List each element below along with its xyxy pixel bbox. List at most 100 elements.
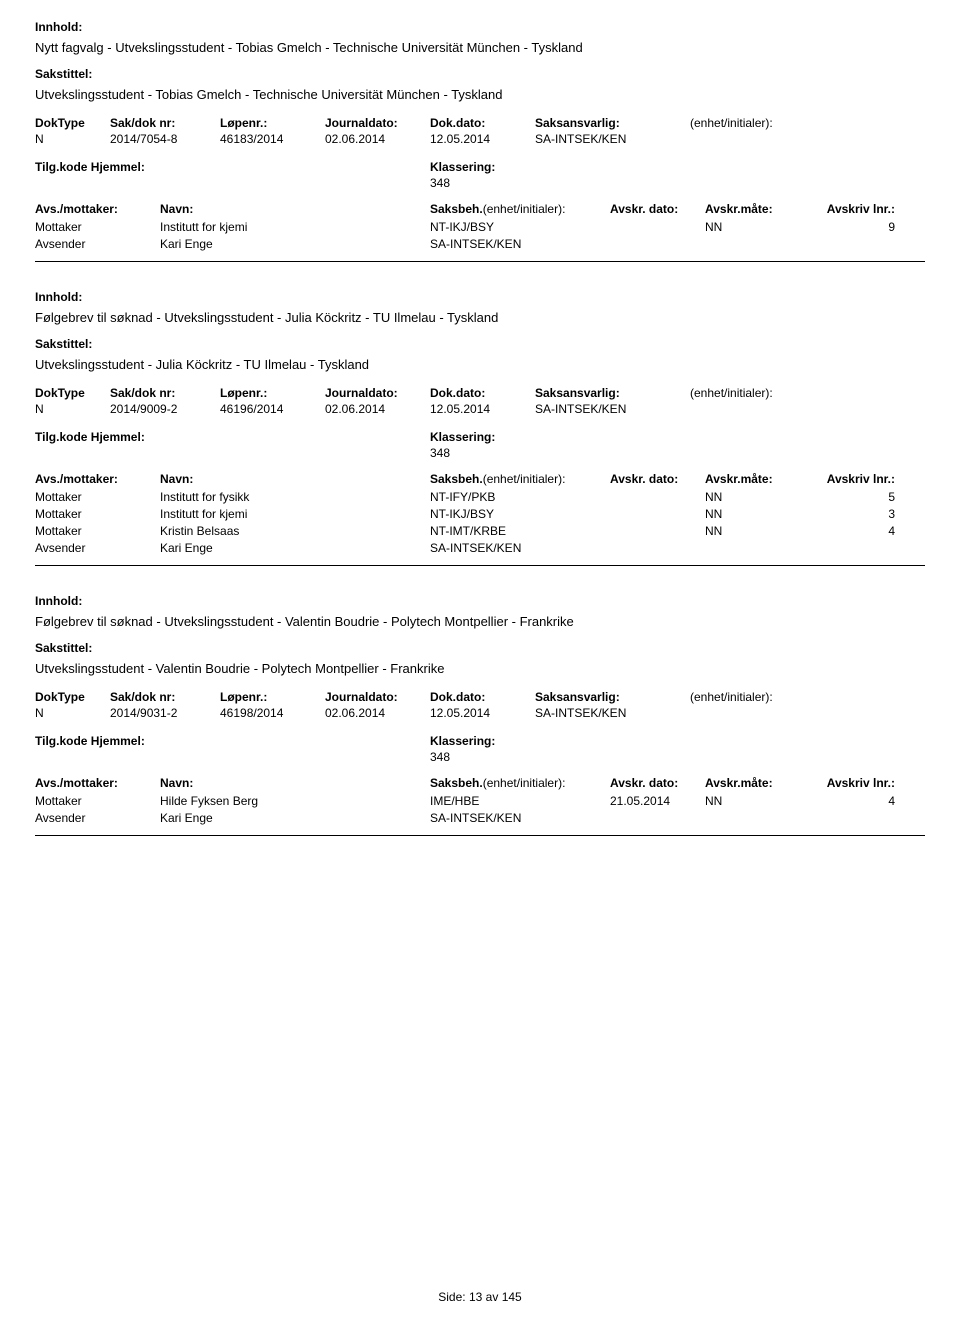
total-pages: 145	[502, 1290, 522, 1304]
doktype-value: N	[35, 706, 110, 720]
party-navn: Hilde Fyksen Berg	[160, 794, 430, 808]
party-avskrlnr: 4	[800, 524, 895, 538]
party-avskrmate	[705, 541, 800, 555]
party-avskrmate: NN	[705, 794, 800, 808]
party-saksbeh: NT-IKJ/BSY	[430, 220, 610, 234]
enhet-label: (enhet/initialer):	[690, 116, 870, 130]
saksbeh-label: Saksbeh.(enhet/initialer):	[430, 202, 610, 216]
innhold-label: Innhold:	[35, 20, 925, 34]
party-avskrmate: NN	[705, 220, 800, 234]
saksbeh-word: Saksbeh.	[430, 776, 483, 790]
doktype-value: N	[35, 402, 110, 416]
party-navn: Institutt for kjemi	[160, 507, 430, 521]
party-role: Avsender	[35, 541, 160, 555]
party-navn: Kristin Belsaas	[160, 524, 430, 538]
journaldato-label: Journaldato:	[325, 386, 430, 400]
doktype-label: DokType	[35, 690, 110, 704]
record-divider	[35, 261, 925, 262]
saksbeh-enhet: (enhet/initialer):	[483, 202, 566, 216]
sakdoknr-value: 2014/9031-2	[110, 706, 220, 720]
avsmottaker-label: Avs./mottaker:	[35, 776, 160, 790]
hjemmel-label: Hjemmel:	[91, 734, 145, 748]
party-saksbeh: SA-INTSEK/KEN	[430, 541, 610, 555]
avs-header-row: Avs./mottaker:Navn:Saksbeh.(enhet/initia…	[35, 202, 925, 216]
klassering-value: 348	[430, 176, 925, 190]
navn-label: Navn:	[160, 472, 430, 486]
side-label: Side:	[438, 1290, 465, 1304]
party-row: AvsenderKari EngeSA-INTSEK/KEN	[35, 237, 925, 251]
doktype-label: DokType	[35, 386, 110, 400]
avskrmate-label: Avskr.måte:	[705, 472, 800, 486]
saksansvarlig-value: SA-INTSEK/KEN	[535, 706, 690, 720]
saksbeh-label: Saksbeh.(enhet/initialer):	[430, 472, 610, 486]
record: Innhold:Følgebrev til søknad - Utvekslin…	[35, 290, 925, 566]
record: Innhold:Følgebrev til søknad - Utvekslin…	[35, 594, 925, 836]
party-navn: Kari Enge	[160, 237, 430, 251]
tilgkode-label: Tilg.kode	[35, 430, 91, 444]
sakdoknr-label: Sak/dok nr:	[110, 690, 220, 704]
record: Innhold: Nytt fagvalg - Utvekslingsstuden…	[35, 20, 925, 262]
dokdato-label: Dok.dato:	[430, 690, 535, 704]
party-navn: Institutt for kjemi	[160, 220, 430, 234]
saksansvarlig-value: SA-INTSEK/KEN	[535, 132, 690, 146]
meta-value-row: N2014/9031-246198/201402.06.201412.05.20…	[35, 706, 925, 720]
party-avskrmate: NN	[705, 524, 800, 538]
avskrivlnr-label: Avskriv lnr.:	[800, 776, 895, 790]
avs-header-row: Avs./mottaker:Navn:Saksbeh.(enhet/initia…	[35, 472, 925, 486]
innhold-text: Følgebrev til søknad - Utvekslingsstuden…	[35, 310, 925, 325]
journaldato-value: 02.06.2014	[325, 706, 430, 720]
party-avskrlnr: 9	[800, 220, 895, 234]
party-avskrlnr	[800, 811, 895, 825]
enhet-label: (enhet/initialer):	[690, 386, 870, 400]
meta-value-row: N2014/9009-246196/201402.06.201412.05.20…	[35, 402, 925, 416]
party-navn: Kari Enge	[160, 811, 430, 825]
dokdato-value: 12.05.2014	[430, 402, 535, 416]
party-avskrdato	[610, 490, 705, 504]
avskrdato-label: Avskr. dato:	[610, 776, 705, 790]
saksansvarlig-value: SA-INTSEK/KEN	[535, 402, 690, 416]
tilgkode-label: Tilg.kode	[35, 160, 91, 174]
party-row: AvsenderKari EngeSA-INTSEK/KEN	[35, 541, 925, 555]
saksbeh-label: Saksbeh.(enhet/initialer):	[430, 776, 610, 790]
meta-value-row: N2014/7054-846183/201402.06.201412.05.20…	[35, 132, 925, 146]
party-avskrdato	[610, 524, 705, 538]
journaldato-value: 02.06.2014	[325, 402, 430, 416]
party-role: Mottaker	[35, 490, 160, 504]
party-avskrdato	[610, 220, 705, 234]
sakdoknr-label: Sak/dok nr:	[110, 386, 220, 400]
party-avskrmate	[705, 811, 800, 825]
avskrdato-label: Avskr. dato:	[610, 202, 705, 216]
sakstittel-text: Utvekslingsstudent - Tobias Gmelch - Tec…	[35, 87, 925, 102]
party-role: Avsender	[35, 811, 160, 825]
party-avskrlnr: 4	[800, 794, 895, 808]
party-saksbeh: NT-IKJ/BSY	[430, 507, 610, 521]
tilg-hjemmel-label: Tilg.kode Hjemmel:	[35, 160, 430, 174]
party-avskrdato: 21.05.2014	[610, 794, 705, 808]
page-footer: Side: 13 av 145	[35, 1290, 925, 1304]
avskrivlnr-label: Avskriv lnr.:	[800, 472, 895, 486]
saksbeh-word: Saksbeh.	[430, 472, 483, 486]
klassering-value: 348	[430, 446, 925, 460]
party-avskrmate: NN	[705, 507, 800, 521]
tilg-row: Tilg.kode Hjemmel:Klassering:	[35, 734, 925, 748]
av-label: av	[486, 1290, 499, 1304]
meta-header-row: DokTypeSak/dok nr:Løpenr.:Journaldato:Do…	[35, 116, 925, 130]
party-saksbeh: SA-INTSEK/KEN	[430, 811, 610, 825]
hjemmel-label: Hjemmel:	[91, 430, 145, 444]
enhet-label: (enhet/initialer):	[690, 690, 870, 704]
innhold-text: Nytt fagvalg - Utvekslingsstudent - Tobi…	[35, 40, 925, 55]
party-row: MottakerHilde Fyksen BergIME/HBE21.05.20…	[35, 794, 925, 808]
doktype-value: N	[35, 132, 110, 146]
party-avskrlnr	[800, 541, 895, 555]
sakstittel-text: Utvekslingsstudent - Julia Köckritz - TU…	[35, 357, 925, 372]
journaldato-value: 02.06.2014	[325, 132, 430, 146]
party-avskrdato	[610, 541, 705, 555]
avs-header-row: Avs./mottaker:Navn:Saksbeh.(enhet/initia…	[35, 776, 925, 790]
party-navn: Institutt for fysikk	[160, 490, 430, 504]
avsmottaker-label: Avs./mottaker:	[35, 202, 160, 216]
hjemmel-label: Hjemmel:	[91, 160, 145, 174]
avskrdato-label: Avskr. dato:	[610, 472, 705, 486]
saksansvarlig-label: Saksansvarlig:	[535, 386, 690, 400]
tilg-hjemmel-label: Tilg.kode Hjemmel:	[35, 430, 430, 444]
party-role: Mottaker	[35, 794, 160, 808]
